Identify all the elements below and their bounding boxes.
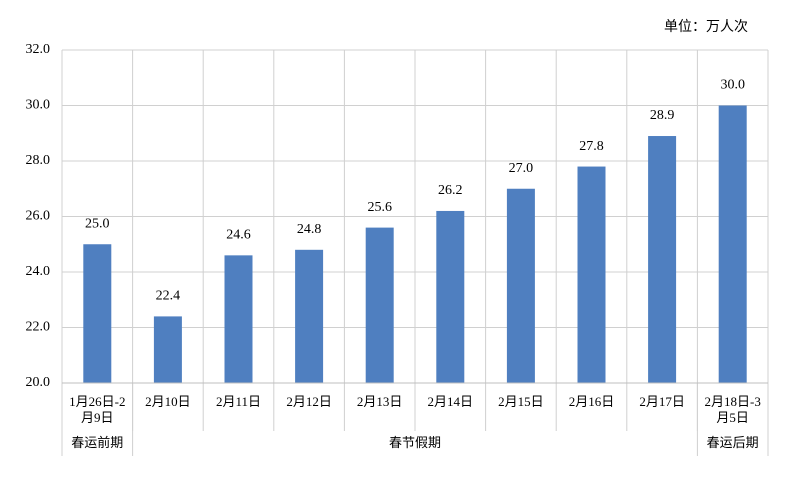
bar (365, 227, 394, 383)
y-tick-label: 32.0 (26, 42, 51, 57)
bar (83, 244, 112, 383)
y-tick-label: 30.0 (26, 98, 51, 113)
data-label: 28.9 (650, 108, 675, 123)
data-label: 25.0 (85, 216, 110, 231)
data-label: 22.4 (156, 289, 181, 304)
unit-label: 单位：万人次 (664, 19, 748, 35)
x-tick-label: 2月12日 (286, 394, 332, 409)
x-tick-label: 2月15日 (498, 394, 544, 409)
data-label: 30.0 (720, 78, 745, 93)
y-tick-label: 26.0 (26, 209, 51, 224)
x-tick-label: 2月17日 (639, 394, 685, 409)
bar (648, 136, 677, 383)
group-label: 春运后期 (706, 435, 759, 450)
y-tick-label: 28.0 (26, 153, 51, 168)
x-tick-label: 2月14日 (427, 394, 474, 409)
bar (436, 210, 465, 383)
bar (153, 316, 182, 383)
bar (577, 166, 606, 383)
bar (718, 105, 747, 383)
data-label: 24.8 (297, 222, 322, 237)
x-tick-label: 2月10日 (145, 394, 191, 409)
data-label: 24.6 (226, 228, 251, 243)
data-label: 26.2 (438, 183, 463, 198)
x-tick-label: 2月16日 (568, 394, 615, 409)
y-tick-label: 24.0 (26, 264, 51, 279)
group-label: 春节假期 (388, 435, 441, 450)
data-label: 27.0 (509, 161, 534, 176)
x-tick-label: 2月18日-3月5日 (704, 394, 761, 425)
bar (295, 249, 324, 383)
bar (506, 188, 535, 383)
group-label: 春运前期 (71, 435, 124, 450)
x-tick-label: 2月11日 (215, 394, 262, 409)
data-label: 25.6 (367, 200, 392, 215)
data-label: 27.8 (579, 139, 604, 154)
x-tick-label: 2月13日 (356, 394, 403, 409)
bar (224, 255, 253, 383)
y-tick-label: 20.0 (26, 375, 51, 390)
y-tick-label: 22.0 (26, 320, 51, 335)
x-tick-label: 1月26日-2月9日 (69, 394, 126, 425)
